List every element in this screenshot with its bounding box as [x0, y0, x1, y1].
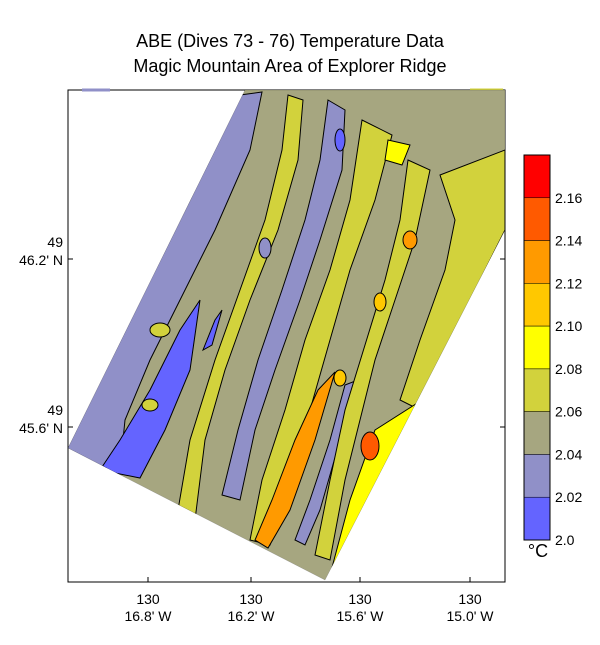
colorbar-swatch-3	[523, 283, 551, 327]
colorbar-label-5: 2.06	[555, 404, 582, 420]
band-orange-center	[254, 371, 336, 549]
x-tick-4-deg: 130	[458, 591, 482, 607]
colorbar-label-3: 2.10	[555, 318, 582, 334]
chart-subtitle: Magic Mountain Area of Explorer Ridge	[133, 56, 446, 76]
y-tick-labels: 49 46.2' N 49 45.6' N	[19, 234, 63, 436]
x-tick-3-deg: 130	[348, 591, 372, 607]
band-deep-blue-left	[99, 299, 201, 479]
blue-spot-1	[334, 128, 346, 152]
colorbar-swatch-6	[523, 411, 551, 455]
colorbar-swatch-0	[523, 154, 551, 199]
x-tick-3-min: 15.6' W	[336, 608, 384, 624]
colorbar-label-2: 2.12	[555, 275, 582, 291]
x-tick-4-min: 15.0' W	[446, 608, 494, 624]
colorbar-label-1: 2.14	[555, 233, 582, 249]
colorbar-swatch-7	[523, 454, 551, 498]
colorbar-swatch-1	[523, 197, 551, 241]
y-tick-2-min: 45.6' N	[19, 420, 63, 436]
colorbar-label-0: 2.16	[555, 190, 582, 206]
band-deep-blue-mid	[202, 309, 223, 352]
hotspot-3	[333, 369, 347, 387]
x-tick-2-min: 16.2' W	[227, 608, 275, 624]
colorbar-frame	[523, 154, 551, 541]
colorbar-unit: °C	[528, 541, 548, 561]
x-tick-2-deg: 130	[239, 591, 263, 607]
colorbar-label-4: 2.08	[555, 361, 582, 377]
colorbar-swatch-4	[523, 325, 551, 370]
map-outline	[67, 89, 506, 581]
blue-spot-2	[258, 237, 272, 259]
colorbar-label-6: 2.04	[555, 446, 582, 462]
x-tick-labels: 130 16.8' W 130 16.2' W 130 15.6' W 130 …	[124, 591, 494, 624]
band-yellow-top	[384, 139, 411, 166]
band-blue-b	[221, 99, 346, 501]
temperature-map	[68, 90, 505, 580]
x-tick-1-deg: 130	[136, 591, 160, 607]
colorbar-label-7: 2.02	[555, 489, 582, 505]
yg-spot-1	[141, 398, 159, 412]
colorbar: 2.16 2.14 2.12 2.10 2.08 2.06 2.04 2.02 2.0	[523, 154, 582, 548]
colorbar-swatch-5	[523, 368, 551, 412]
axis-ticks	[68, 258, 505, 582]
y-tick-2-deg: 49	[47, 402, 63, 418]
hotspot-2	[402, 230, 418, 250]
chart-title: ABE (Dives 73 - 76) Temperature Data	[136, 31, 445, 51]
hotspot-4	[373, 292, 387, 312]
y-tick-1-deg: 49	[47, 234, 63, 250]
x-tick-1-min: 16.8' W	[124, 608, 172, 624]
yg-spot-2	[149, 322, 171, 338]
colorbar-swatch-2	[523, 240, 551, 284]
colorbar-label-8: 2.0	[555, 532, 575, 548]
colorbar-swatch-8	[523, 496, 551, 541]
y-tick-1-min: 46.2' N	[19, 252, 63, 268]
hotspot-1	[360, 431, 380, 461]
